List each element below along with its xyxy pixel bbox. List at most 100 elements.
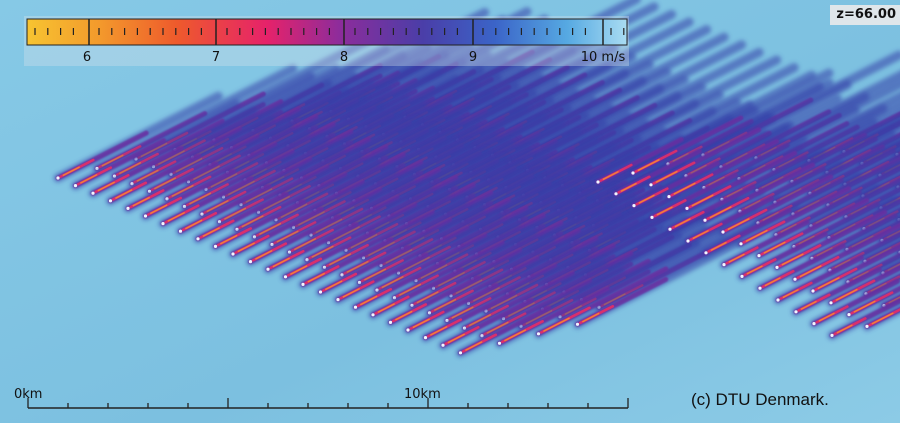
turbine-marker bbox=[793, 277, 797, 281]
turbine-marker bbox=[196, 237, 200, 241]
turbine-marker bbox=[497, 341, 502, 345]
turbine-wake bbox=[158, 137, 328, 229]
turbine-wake bbox=[809, 274, 900, 329]
turbine-marker bbox=[91, 191, 95, 195]
scale-bar-mid-label: 10km bbox=[404, 387, 441, 402]
turbine-wake bbox=[719, 182, 880, 270]
z-level-label: z=66.00 bbox=[830, 5, 900, 25]
turbine-wake bbox=[232, 124, 438, 234]
turbine-marker bbox=[830, 333, 834, 337]
turbine-wake bbox=[438, 258, 608, 350]
turbine-wake bbox=[333, 213, 503, 305]
turbine-wake bbox=[106, 114, 276, 206]
turbine-wake bbox=[193, 152, 363, 244]
copyright-text: (c) DTU Denmark. bbox=[691, 390, 829, 409]
turbine-marker bbox=[668, 227, 672, 231]
turbine-wake bbox=[372, 185, 578, 295]
turbine-marker bbox=[739, 242, 743, 246]
turbine-wake bbox=[791, 253, 900, 317]
turbine-marker bbox=[812, 322, 816, 326]
turbine-marker bbox=[231, 252, 235, 256]
turbine-wake bbox=[628, 68, 834, 178]
turbine-marker bbox=[178, 229, 183, 233]
turbine-wake bbox=[456, 266, 626, 358]
turbine-wake bbox=[127, 79, 333, 189]
turbine-wake bbox=[425, 208, 631, 318]
turbine-marker bbox=[596, 180, 600, 184]
turbine-marker bbox=[336, 298, 340, 302]
turbine-wake bbox=[337, 170, 543, 280]
turbine-marker bbox=[776, 298, 780, 302]
turbine-wake bbox=[683, 159, 844, 246]
turbine-wake bbox=[141, 129, 311, 221]
turbine-marker bbox=[703, 218, 707, 222]
turbine-marker bbox=[161, 222, 165, 226]
turbine-wake bbox=[593, 100, 754, 187]
turbine-marker bbox=[722, 263, 726, 267]
turbine-wake bbox=[162, 94, 368, 204]
turbine-wake bbox=[844, 283, 900, 320]
turbine-wake bbox=[718, 136, 900, 237]
turbine-wake bbox=[281, 190, 451, 282]
turbine-wake bbox=[754, 178, 900, 261]
turbine-wake bbox=[246, 175, 416, 267]
turbine-marker bbox=[775, 265, 779, 269]
turbine-wake bbox=[442, 216, 648, 325]
turbine-wake bbox=[145, 86, 351, 196]
turbine-wake bbox=[267, 140, 473, 249]
turbine-wake bbox=[71, 99, 241, 191]
turbine-marker bbox=[811, 289, 815, 293]
turbine-wake bbox=[790, 220, 900, 284]
turbine-marker bbox=[126, 206, 130, 210]
turbine-marker bbox=[248, 260, 253, 264]
colorbar-tick-label: 8 bbox=[340, 50, 348, 65]
turbine-wake bbox=[700, 115, 900, 225]
turbine-wake bbox=[320, 162, 526, 272]
wake-field-west bbox=[53, 0, 834, 358]
turbine-wake bbox=[773, 232, 900, 305]
turbine-wake bbox=[215, 117, 421, 227]
turbine-wake bbox=[302, 155, 508, 265]
turbine-wake bbox=[180, 102, 386, 211]
turbine-wake bbox=[285, 147, 491, 257]
turbine-wake bbox=[197, 109, 403, 219]
turbine-wake bbox=[123, 122, 293, 213]
turbine-marker bbox=[441, 343, 445, 347]
turbine-wake bbox=[495, 238, 701, 348]
turbine-marker bbox=[757, 254, 761, 258]
turbine-wake bbox=[263, 182, 433, 274]
turbine-marker bbox=[353, 305, 358, 309]
turbine-wake bbox=[682, 104, 888, 213]
turbine-wake bbox=[772, 199, 900, 272]
turbine-wake bbox=[351, 220, 521, 312]
turbine-wake bbox=[355, 178, 561, 287]
turbine-marker bbox=[536, 332, 541, 336]
turbine-wake bbox=[701, 171, 862, 258]
colorbar bbox=[26, 18, 628, 46]
turbine-marker bbox=[740, 274, 744, 278]
turbine-marker bbox=[685, 206, 689, 210]
colorbar-unit-label: 10 m/s bbox=[581, 50, 626, 65]
turbine-wake bbox=[755, 211, 900, 293]
colorbar-legend: 6 7 8 9 10 m/s bbox=[24, 16, 629, 66]
scale-bar: 0km 10km bbox=[14, 387, 629, 409]
turbine-wake bbox=[176, 144, 346, 236]
turbine-marker bbox=[575, 322, 580, 326]
turbine-marker bbox=[847, 313, 851, 317]
turbine-wake bbox=[664, 92, 870, 202]
turbine-wake bbox=[110, 71, 316, 181]
turbine-wake bbox=[460, 223, 666, 333]
turbine-marker bbox=[371, 313, 375, 317]
turbine-marker bbox=[458, 351, 463, 355]
turbine-marker bbox=[686, 239, 690, 243]
turbine-wake bbox=[228, 167, 398, 259]
turbine-wake bbox=[826, 262, 900, 308]
turbine-wake bbox=[808, 241, 900, 296]
turbine-wake bbox=[477, 231, 683, 341]
colorbar-ticks bbox=[34, 19, 625, 45]
turbine-wake bbox=[421, 251, 591, 343]
turbine-marker bbox=[318, 290, 323, 294]
turbine-wake bbox=[403, 243, 573, 335]
turbine-marker bbox=[56, 176, 60, 180]
